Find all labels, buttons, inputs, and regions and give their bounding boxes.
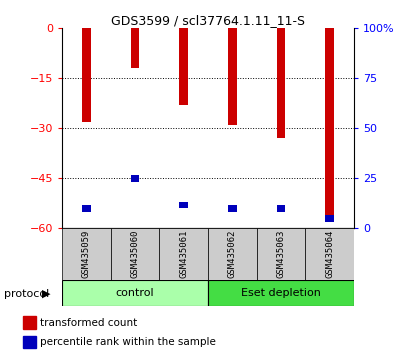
Bar: [23, 336, 36, 348]
Bar: [179, 28, 188, 105]
Title: GDS3599 / scl37764.1.11_11-S: GDS3599 / scl37764.1.11_11-S: [111, 14, 305, 27]
Bar: [82, 205, 91, 212]
Bar: [111, 228, 159, 280]
Text: protocol: protocol: [4, 289, 49, 299]
Bar: [277, 28, 285, 138]
Text: Eset depletion: Eset depletion: [241, 288, 321, 298]
Bar: [257, 228, 305, 280]
Text: GSM435062: GSM435062: [228, 230, 237, 278]
Bar: [208, 280, 354, 306]
Bar: [131, 28, 139, 68]
Bar: [228, 205, 237, 212]
Bar: [305, 228, 354, 280]
Text: percentile rank within the sample: percentile rank within the sample: [40, 337, 216, 347]
Text: control: control: [116, 288, 154, 298]
Bar: [208, 228, 257, 280]
Bar: [325, 215, 334, 222]
Text: GSM435060: GSM435060: [130, 230, 140, 278]
Bar: [159, 228, 208, 280]
Text: GSM435064: GSM435064: [325, 230, 334, 278]
Text: ▶: ▶: [42, 289, 50, 299]
Bar: [228, 28, 237, 125]
Bar: [277, 205, 285, 212]
Bar: [131, 175, 139, 182]
Bar: [82, 28, 91, 122]
Text: GSM435063: GSM435063: [276, 230, 286, 278]
Text: GSM435061: GSM435061: [179, 230, 188, 278]
Text: transformed count: transformed count: [40, 318, 137, 327]
Bar: [62, 280, 208, 306]
Bar: [325, 28, 334, 218]
Bar: [179, 202, 188, 208]
Bar: [23, 316, 36, 329]
Text: GSM435059: GSM435059: [82, 230, 91, 278]
Bar: [62, 228, 111, 280]
